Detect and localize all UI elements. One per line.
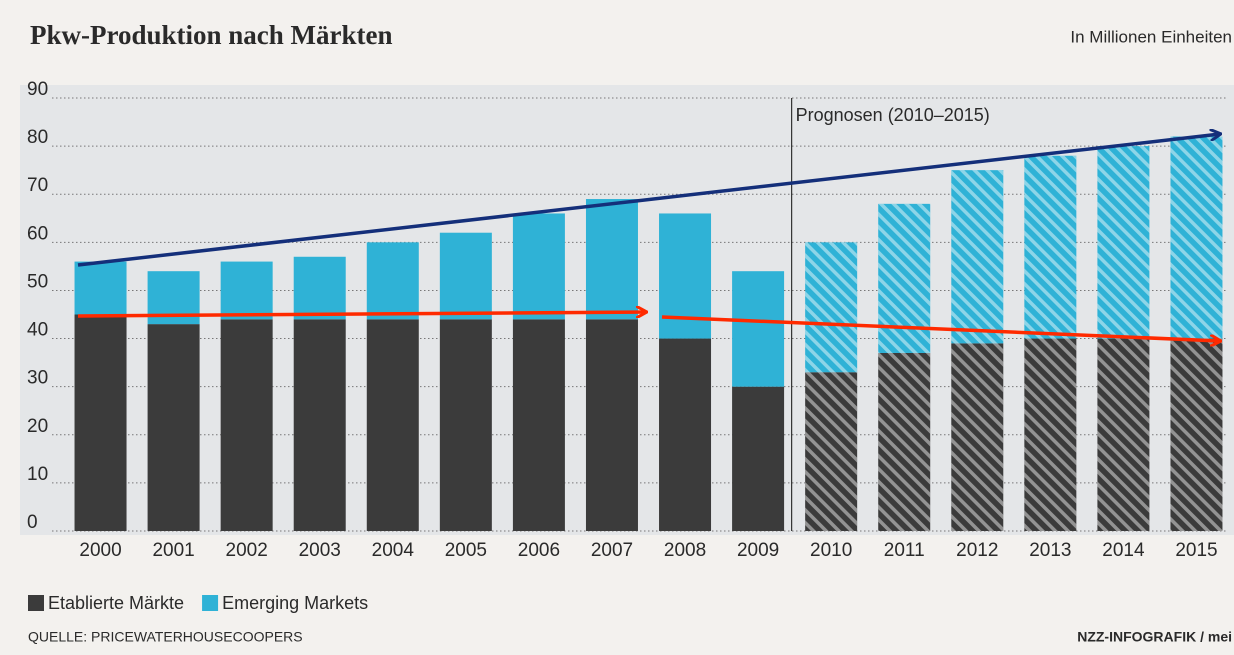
- bar-segment: [220, 319, 273, 531]
- y-tick-label: 0: [27, 512, 38, 533]
- bar-segment: [512, 213, 565, 320]
- x-tick-label: 2014: [1102, 540, 1145, 561]
- x-tick-label: 2004: [372, 540, 415, 561]
- credit: NZZ-INFOGRAFIK / mei: [1077, 629, 1232, 645]
- hatch-overlay: [805, 372, 858, 531]
- chart-title: Pkw-Produktion nach Märkten: [30, 20, 393, 50]
- legend-swatch: [28, 595, 44, 611]
- annotations: [77, 134, 1220, 341]
- trend-arrow: [661, 315, 1220, 341]
- y-tick-label: 20: [27, 416, 48, 437]
- x-tick-label: 2015: [1175, 540, 1217, 561]
- x-tick-label: 2001: [152, 540, 194, 561]
- trend-arrow: [77, 312, 646, 316]
- legend-swatch: [202, 595, 219, 611]
- x-tick-label: 2005: [445, 540, 487, 561]
- bar-segment: [366, 319, 419, 531]
- y-tick-label: 60: [27, 223, 48, 244]
- bar-segment: [366, 242, 419, 320]
- hatch-overlay: [1097, 338, 1150, 531]
- plot: 0 10 20 30 40 50 60 70 80 90 Prognosen (2010–2015)…: [27, 79, 1228, 613]
- hatch-overlay: [878, 203, 931, 353]
- x-tick-label: 2000: [79, 540, 121, 561]
- bar-segment: [293, 256, 346, 320]
- x-tick-label: 2007: [591, 540, 633, 561]
- hatch-overlay: [1097, 146, 1150, 339]
- x-tick-label: 2013: [1029, 540, 1071, 561]
- y-tick-label: 50: [27, 271, 48, 292]
- bar-segment: [732, 271, 785, 387]
- x-tick-label: 2006: [518, 540, 560, 561]
- bar-segment: [439, 319, 492, 531]
- hatch-overlay: [951, 343, 1004, 531]
- legend-label: Etablierte Märkte: [48, 593, 184, 613]
- bar-segment: [293, 319, 346, 531]
- bar-segment: [439, 232, 492, 320]
- hatch-overlay: [1170, 338, 1223, 531]
- hatch-overlay: [1024, 338, 1077, 531]
- bar-segment: [74, 314, 127, 531]
- hatch-overlay: [805, 242, 858, 373]
- unit-label: In Millionen Einheiten: [1070, 27, 1232, 46]
- bar-segment: [74, 261, 127, 315]
- y-tick-label: 80: [27, 127, 48, 148]
- bar-segment: [732, 386, 785, 531]
- y-tick-label: 40: [27, 320, 48, 341]
- bar-segment: [659, 338, 712, 531]
- y-tick-label: 90: [27, 79, 48, 100]
- x-tick-label: 2010: [810, 540, 852, 561]
- bar-segment: [147, 324, 200, 531]
- y-tick-label: 10: [27, 464, 48, 485]
- x-tick-label: 2012: [956, 540, 998, 561]
- x-tick-label: 2011: [884, 540, 925, 561]
- x-tick-label: 2002: [226, 540, 268, 561]
- x-tick-label: 2003: [299, 540, 341, 561]
- y-tick-label: 70: [27, 175, 48, 196]
- legend-label: Emerging Markets: [222, 593, 368, 613]
- hatch-overlay: [951, 170, 1004, 344]
- hatch-overlay: [878, 352, 931, 531]
- bar-segment: [220, 261, 273, 320]
- source: QUELLE: PRICEWATERHOUSECOOPERS: [28, 629, 303, 645]
- hatch-overlay: [1024, 155, 1077, 339]
- forecast-label: Prognosen (2010–2015): [796, 105, 990, 125]
- hatch-overlay: [1170, 136, 1223, 339]
- y-tick-label: 30: [27, 368, 48, 389]
- bar-segment: [585, 199, 638, 320]
- x-tick-label: 2009: [737, 540, 779, 561]
- bar-segment: [585, 319, 638, 531]
- trend-arrow: [77, 134, 1220, 267]
- bar-segment: [512, 319, 565, 531]
- x-tick-label: 2008: [664, 540, 706, 561]
